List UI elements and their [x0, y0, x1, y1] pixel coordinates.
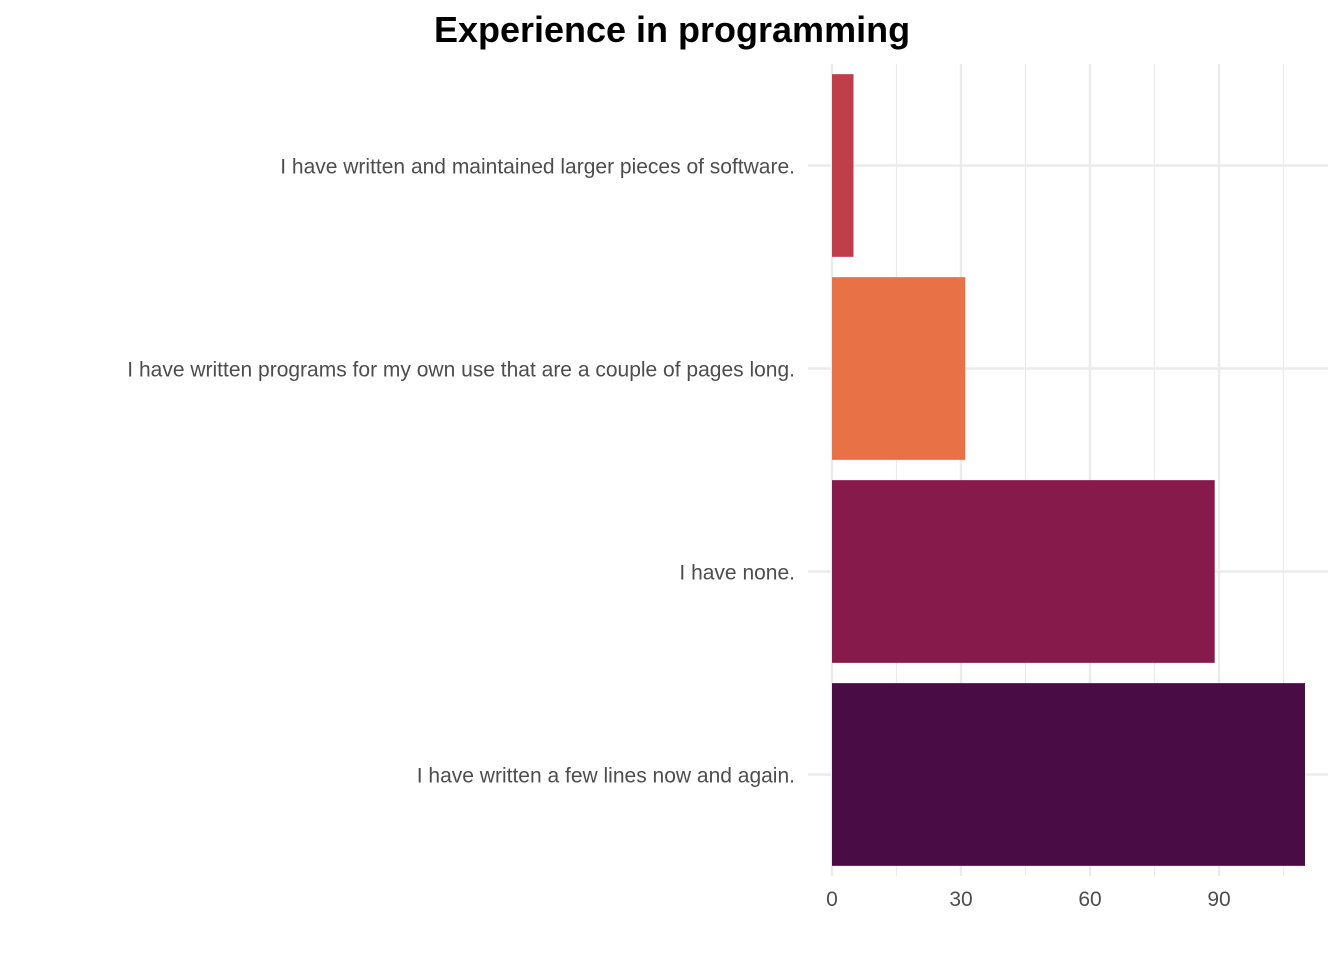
category-label: I have written and maintained larger pie… [280, 156, 795, 179]
x-tick-label: 30 [949, 888, 972, 911]
chart-title: Experience in programming [434, 9, 910, 50]
x-tick-label: 90 [1207, 888, 1230, 911]
category-label: I have none. [679, 562, 795, 585]
bar [832, 683, 1305, 866]
bar [832, 74, 854, 257]
category-label: I have written a few lines now and again… [417, 765, 795, 788]
category-label: I have written programs for my own use t… [127, 359, 795, 382]
bars [832, 74, 1305, 866]
category-labels: I have written and maintained larger pie… [127, 156, 795, 788]
x-tick-label: 60 [1078, 888, 1101, 911]
bar [832, 277, 966, 460]
x-tick-label: 0 [826, 888, 838, 911]
bar [832, 480, 1215, 663]
x-axis-tick-labels: 0 30 60 90 [826, 888, 1231, 911]
